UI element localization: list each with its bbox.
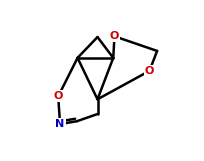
Text: O: O: [109, 31, 119, 41]
Text: O: O: [144, 66, 153, 76]
Text: O: O: [53, 91, 63, 101]
Text: N: N: [55, 119, 64, 129]
